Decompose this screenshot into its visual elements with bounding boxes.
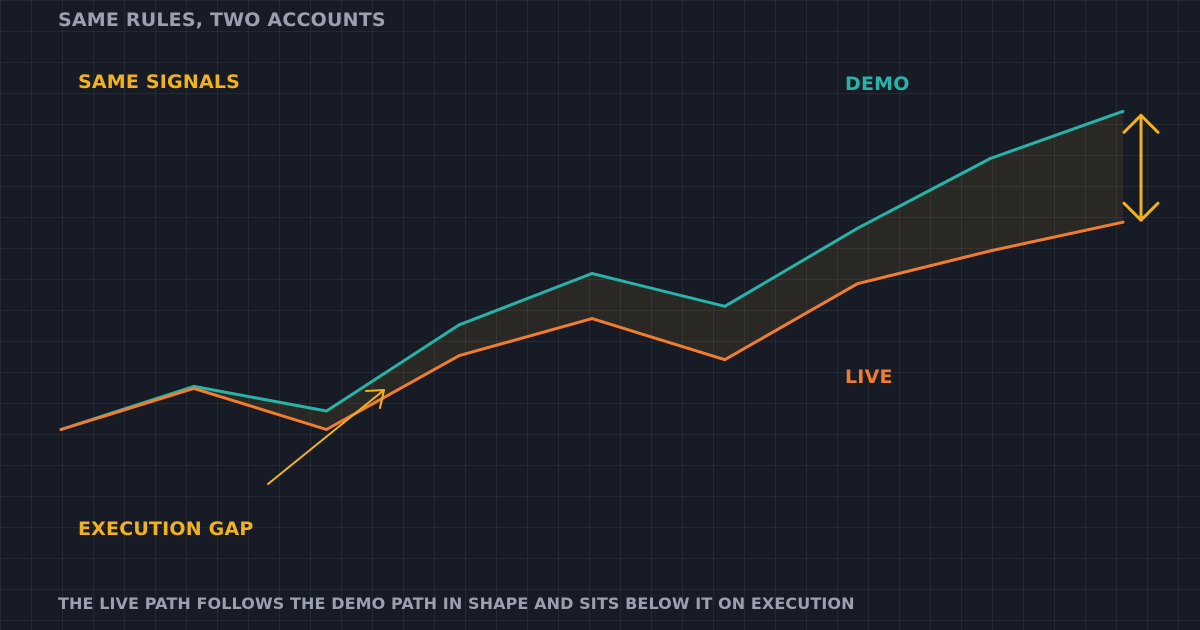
demo-point-6 [856,226,859,230]
demo-series-line [60,109,1124,431]
execution-gap-area [61,111,1123,430]
demo-point-5 [723,304,727,308]
live-point-1 [192,386,196,390]
live-point-6 [856,282,859,286]
execution-gap-annotation: EXECUTION GAP [78,518,254,540]
demo-point-2 [325,409,328,413]
demo-point-3 [457,323,461,327]
demo-series-label: DEMO [845,73,910,95]
live-point-5 [723,358,727,362]
live-point-2 [325,427,328,431]
gap-double-arrow [1122,113,1160,222]
live-series-label: LIVE [845,366,893,388]
live-point-7 [988,249,992,253]
live-point-3 [457,354,461,358]
demo-point-8 [1121,109,1125,113]
live-point-0 [59,427,63,431]
live-point-4 [590,317,594,321]
same-signals-annotation: SAME SIGNALS [78,71,241,93]
demo-point-7 [988,157,992,161]
live-point-8 [1121,220,1125,224]
demo-point-4 [590,271,594,275]
chart-caption: THE LIVE PATH FOLLOWS THE DEMO PATH IN S… [58,594,855,613]
demo-point-1 [192,384,196,388]
execution-gap-pointer-arrow [267,389,385,485]
chart-title: SAME RULES, TWO ACCOUNTS [58,9,386,31]
